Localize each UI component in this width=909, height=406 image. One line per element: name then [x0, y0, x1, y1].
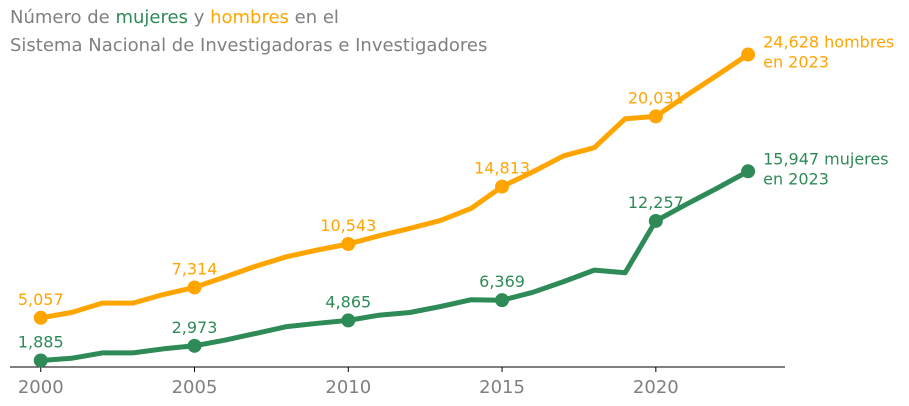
title-connector: y — [193, 7, 205, 28]
women-point-2023 — [741, 164, 756, 179]
women-data-label-2010: 4,865 — [325, 292, 371, 311]
women-point-2010 — [341, 313, 356, 328]
x-tick-label: 2010 — [325, 377, 371, 398]
women-point-2005 — [187, 338, 202, 353]
men-point-2020 — [648, 109, 663, 124]
women-point-2015 — [495, 293, 510, 308]
men-data-label-2010: 10,543 — [320, 216, 376, 235]
chart-title-line2: Sistema Nacional de Investigadoras e Inv… — [10, 35, 488, 56]
women-point-2000 — [33, 353, 48, 368]
women-series-line — [38, 168, 751, 363]
men-series-line — [38, 52, 751, 321]
women-data-label-2020: 12,257 — [628, 193, 684, 212]
men-point-2015 — [495, 179, 510, 194]
chart-title-line1: Número de mujeres y hombres en el — [10, 7, 339, 28]
men-point-2010 — [341, 237, 356, 252]
title-men-word: hombres — [210, 7, 289, 28]
women-data-label-2005: 2,973 — [172, 318, 218, 337]
title-suffix: en el — [294, 7, 339, 28]
women-data-label-2015: 6,369 — [479, 272, 525, 291]
x-tick-label: 2020 — [633, 377, 679, 398]
x-tick-label: 2015 — [479, 377, 525, 398]
men-data-label-2020: 20,031 — [628, 88, 684, 107]
title-women-word: mujeres — [115, 7, 188, 28]
women-point-2020 — [648, 213, 663, 228]
men-data-label-2005: 7,314 — [172, 259, 218, 278]
men-point-2023 — [741, 47, 756, 62]
x-tick-label: 2005 — [172, 377, 218, 398]
women-end-label-line2: en 2023 — [763, 169, 829, 188]
men-end-label-line2: en 2023 — [763, 53, 829, 72]
x-tick-label: 2000 — [18, 377, 64, 398]
men-end-label-line1: 24,628 hombres — [763, 33, 894, 52]
men-point-2005 — [187, 280, 202, 295]
men-data-label-2000: 5,057 — [18, 290, 64, 309]
men-point-2000 — [33, 310, 48, 325]
women-end-label-line1: 15,947 mujeres — [763, 149, 889, 168]
title-prefix: Número de — [10, 7, 110, 28]
women-data-label-2000: 1,885 — [18, 332, 64, 351]
men-data-label-2015: 14,813 — [474, 159, 530, 178]
